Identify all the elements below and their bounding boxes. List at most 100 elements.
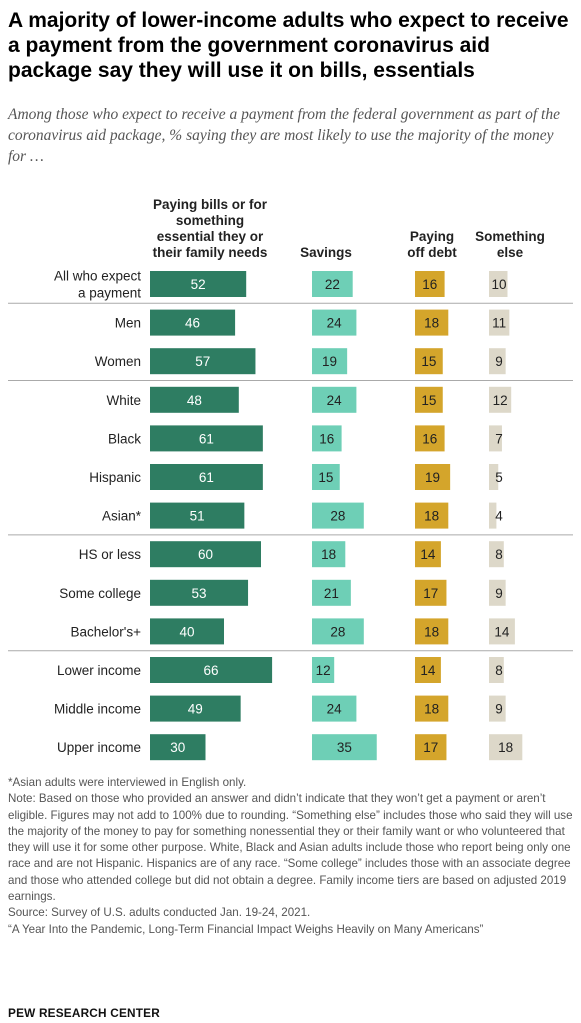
data-label-savings: 15 <box>318 470 333 485</box>
bar-bills <box>150 386 239 413</box>
column-header-savings: Savings <box>300 245 352 260</box>
bar-else <box>489 541 504 568</box>
data-label-else: 9 <box>495 354 503 369</box>
category-label: HS or less <box>79 547 142 562</box>
category-label: Black <box>108 431 141 446</box>
chart-subtitle: Among those who expect to receive a paym… <box>8 106 560 165</box>
data-label-bills: 61 <box>199 470 214 485</box>
bar-debt <box>415 695 449 722</box>
pew-logo-text: PEW RESEARCH CENTER <box>8 1006 160 1020</box>
data-label-bills: 60 <box>198 547 213 562</box>
data-label-debt: 17 <box>423 586 438 601</box>
bar-debt <box>415 579 447 606</box>
bar-else <box>489 618 515 645</box>
category-label: Lower income <box>57 663 141 678</box>
bar-savings <box>312 657 335 683</box>
bar-savings <box>312 734 377 761</box>
bar-bills <box>150 734 206 761</box>
category-label: Asian* <box>102 509 142 524</box>
footnote-asian: *Asian adults were interviewed in Englis… <box>8 776 247 789</box>
category-label: a payment <box>78 286 141 301</box>
bar-else <box>489 271 508 297</box>
source-text: Source: Survey of U.S. adults conducted … <box>8 906 311 920</box>
column-header-bills: essential they or <box>157 229 264 244</box>
data-label-savings: 21 <box>324 586 339 601</box>
data-label-debt: 18 <box>424 316 439 331</box>
category-label: Upper income <box>57 740 141 755</box>
bar-debt <box>415 541 441 568</box>
data-label-savings: 12 <box>316 663 331 678</box>
column-header-bills: their family needs <box>153 245 268 260</box>
bar-else <box>489 657 504 683</box>
column-header-else: Something <box>475 229 545 244</box>
data-label-debt: 16 <box>422 431 437 446</box>
data-label-debt: 19 <box>425 470 440 485</box>
data-label-savings: 16 <box>319 431 334 446</box>
data-label-bills: 46 <box>185 316 200 331</box>
data-label-savings: 28 <box>330 624 345 639</box>
data-label-debt: 17 <box>423 740 438 755</box>
bar-savings <box>312 464 340 490</box>
chart-notes: *Asian adults were interviewed in Englis… <box>8 775 574 938</box>
bar-savings <box>312 309 357 336</box>
category-label: White <box>106 393 141 408</box>
data-label-debt: 14 <box>420 663 436 678</box>
data-label-else: 18 <box>498 740 513 755</box>
category-label: Men <box>115 316 141 331</box>
data-label-debt: 15 <box>421 393 436 408</box>
bar-else <box>489 579 506 606</box>
bar-debt <box>415 502 449 529</box>
bar-bills <box>150 348 256 375</box>
bar-savings <box>312 348 348 375</box>
data-label-else: 9 <box>495 586 503 601</box>
bar-debt <box>415 734 447 761</box>
bar-debt <box>415 425 445 452</box>
report-title: “A Year Into the Pandemic, Long-Term Fin… <box>8 922 484 936</box>
bar-savings <box>312 579 351 606</box>
data-label-bills: 66 <box>204 663 219 678</box>
note-text: Note: Based on those who provided an ans… <box>8 792 573 904</box>
bar-bills <box>150 618 224 645</box>
data-label-savings: 24 <box>327 316 343 331</box>
data-label-else: 9 <box>495 702 503 717</box>
bar-else <box>489 502 497 529</box>
bar-debt <box>415 657 441 683</box>
column-header-else: else <box>497 245 524 260</box>
bar-savings <box>312 695 357 722</box>
bar-debt <box>415 386 443 413</box>
data-label-else: 11 <box>492 316 506 331</box>
bar-else <box>489 348 506 375</box>
data-label-bills: 57 <box>195 354 210 369</box>
bar-savings <box>312 386 357 413</box>
data-label-bills: 51 <box>190 509 205 524</box>
bar-else <box>489 695 506 722</box>
data-label-debt: 18 <box>424 624 439 639</box>
data-label-savings: 18 <box>321 547 336 562</box>
bar-bills <box>150 464 263 490</box>
data-label-bills: 52 <box>191 277 206 292</box>
data-label-bills: 49 <box>188 702 203 717</box>
bar-bills <box>150 657 273 683</box>
bar-savings <box>312 502 364 529</box>
bar-bills <box>150 425 263 452</box>
column-header-debt: off debt <box>407 245 457 260</box>
data-label-savings: 28 <box>330 509 345 524</box>
bar-else <box>489 734 523 761</box>
column-header-bills: Paying bills or for <box>153 197 268 212</box>
data-label-savings: 19 <box>322 354 337 369</box>
data-label-debt: 16 <box>422 277 437 292</box>
bar-else <box>489 309 510 336</box>
bar-bills <box>150 502 245 529</box>
category-label: Hispanic <box>89 470 141 485</box>
bar-else <box>489 464 499 490</box>
data-label-else: 12 <box>493 393 508 408</box>
bar-debt <box>415 309 449 336</box>
data-label-else: 7 <box>495 431 503 446</box>
data-label-else: 10 <box>491 277 506 292</box>
bar-debt <box>415 348 443 375</box>
data-label-bills: 53 <box>192 586 207 601</box>
bar-savings <box>312 425 342 452</box>
bar-else <box>489 425 502 452</box>
data-label-savings: 22 <box>325 277 340 292</box>
data-label-bills: 61 <box>199 431 214 446</box>
